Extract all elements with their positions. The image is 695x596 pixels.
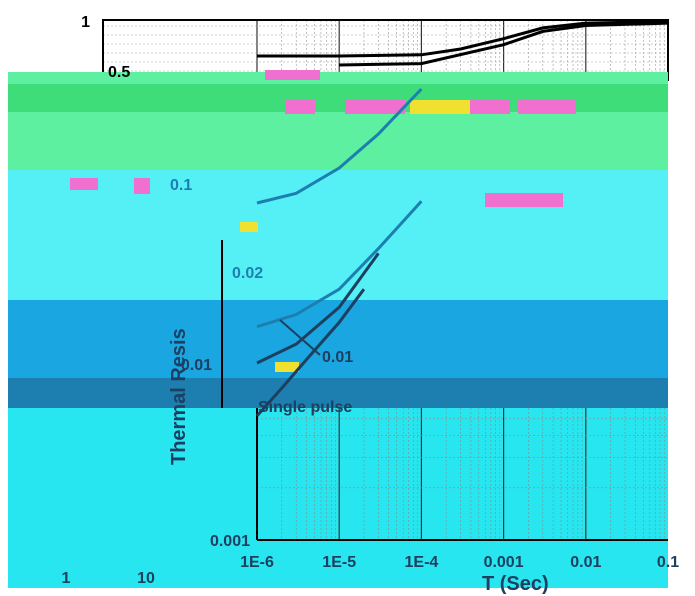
x-tick-label: 1E-5 bbox=[322, 554, 356, 571]
band-cyan-1 bbox=[8, 170, 668, 300]
curve-series-2 bbox=[256, 87, 423, 205]
curve-series-0 bbox=[257, 20, 669, 58]
y-axis-label: Thermal Resis bbox=[168, 328, 190, 465]
glitch-block bbox=[265, 70, 320, 80]
glitch-block bbox=[518, 100, 576, 114]
band-green-2 bbox=[8, 112, 668, 170]
x-tick-label: 1E-6 bbox=[240, 554, 274, 571]
glitch-block bbox=[134, 178, 150, 194]
curve-label-0-02: 0.02 bbox=[232, 265, 263, 282]
y-tick-label: 0.001 bbox=[210, 533, 250, 550]
glitch-block bbox=[285, 100, 315, 114]
x-tick-label: 0.1 bbox=[657, 554, 679, 571]
glitch-block bbox=[485, 193, 563, 207]
tick-labels: 1E-6 1E-5 1E-4 0.001 0.01 0.1 1 10 1 0.01 0.001 bbox=[62, 14, 680, 587]
x-tick-label: 0.001 bbox=[484, 554, 524, 571]
curve-label-0-5: 0.5 bbox=[108, 64, 130, 81]
curve-series-3 bbox=[256, 200, 423, 329]
x-tick-label-extra: 10 bbox=[137, 570, 155, 587]
glitch-block bbox=[410, 100, 470, 114]
x-tick-label-extra: 1 bbox=[62, 570, 71, 587]
curve-series-4 bbox=[256, 252, 380, 365]
curve-label-0-01: 0.01 bbox=[322, 349, 353, 366]
glitch-block bbox=[275, 362, 299, 372]
top-grid bbox=[103, 20, 668, 80]
x-tick-label: 0.01 bbox=[570, 554, 601, 571]
glitch-block bbox=[345, 100, 405, 114]
glitch-block bbox=[70, 178, 98, 190]
glitch-block bbox=[470, 100, 510, 114]
curve-group bbox=[255, 20, 669, 417]
y-tick-label: 1 bbox=[81, 14, 90, 31]
curve-series-5 bbox=[255, 288, 366, 417]
glitch-artifacts bbox=[70, 70, 576, 372]
y-tick-label: 0.01 bbox=[181, 357, 212, 374]
curve-series-1 bbox=[339, 21, 669, 67]
overlay-bands bbox=[8, 72, 668, 588]
curve-label-single-pulse: Single pulse bbox=[258, 399, 352, 416]
band-blue-dark bbox=[8, 378, 668, 408]
band-blue-1 bbox=[8, 300, 668, 378]
glitch-block bbox=[240, 222, 258, 232]
x-tick-label: 1E-4 bbox=[405, 554, 439, 571]
band-cyan-2 bbox=[8, 408, 668, 588]
x-axis-label: T (Sec) bbox=[482, 573, 549, 595]
main-grid bbox=[256, 408, 668, 541]
curve-label-0-1: 0.1 bbox=[170, 177, 192, 194]
callout-arrow bbox=[279, 319, 321, 356]
